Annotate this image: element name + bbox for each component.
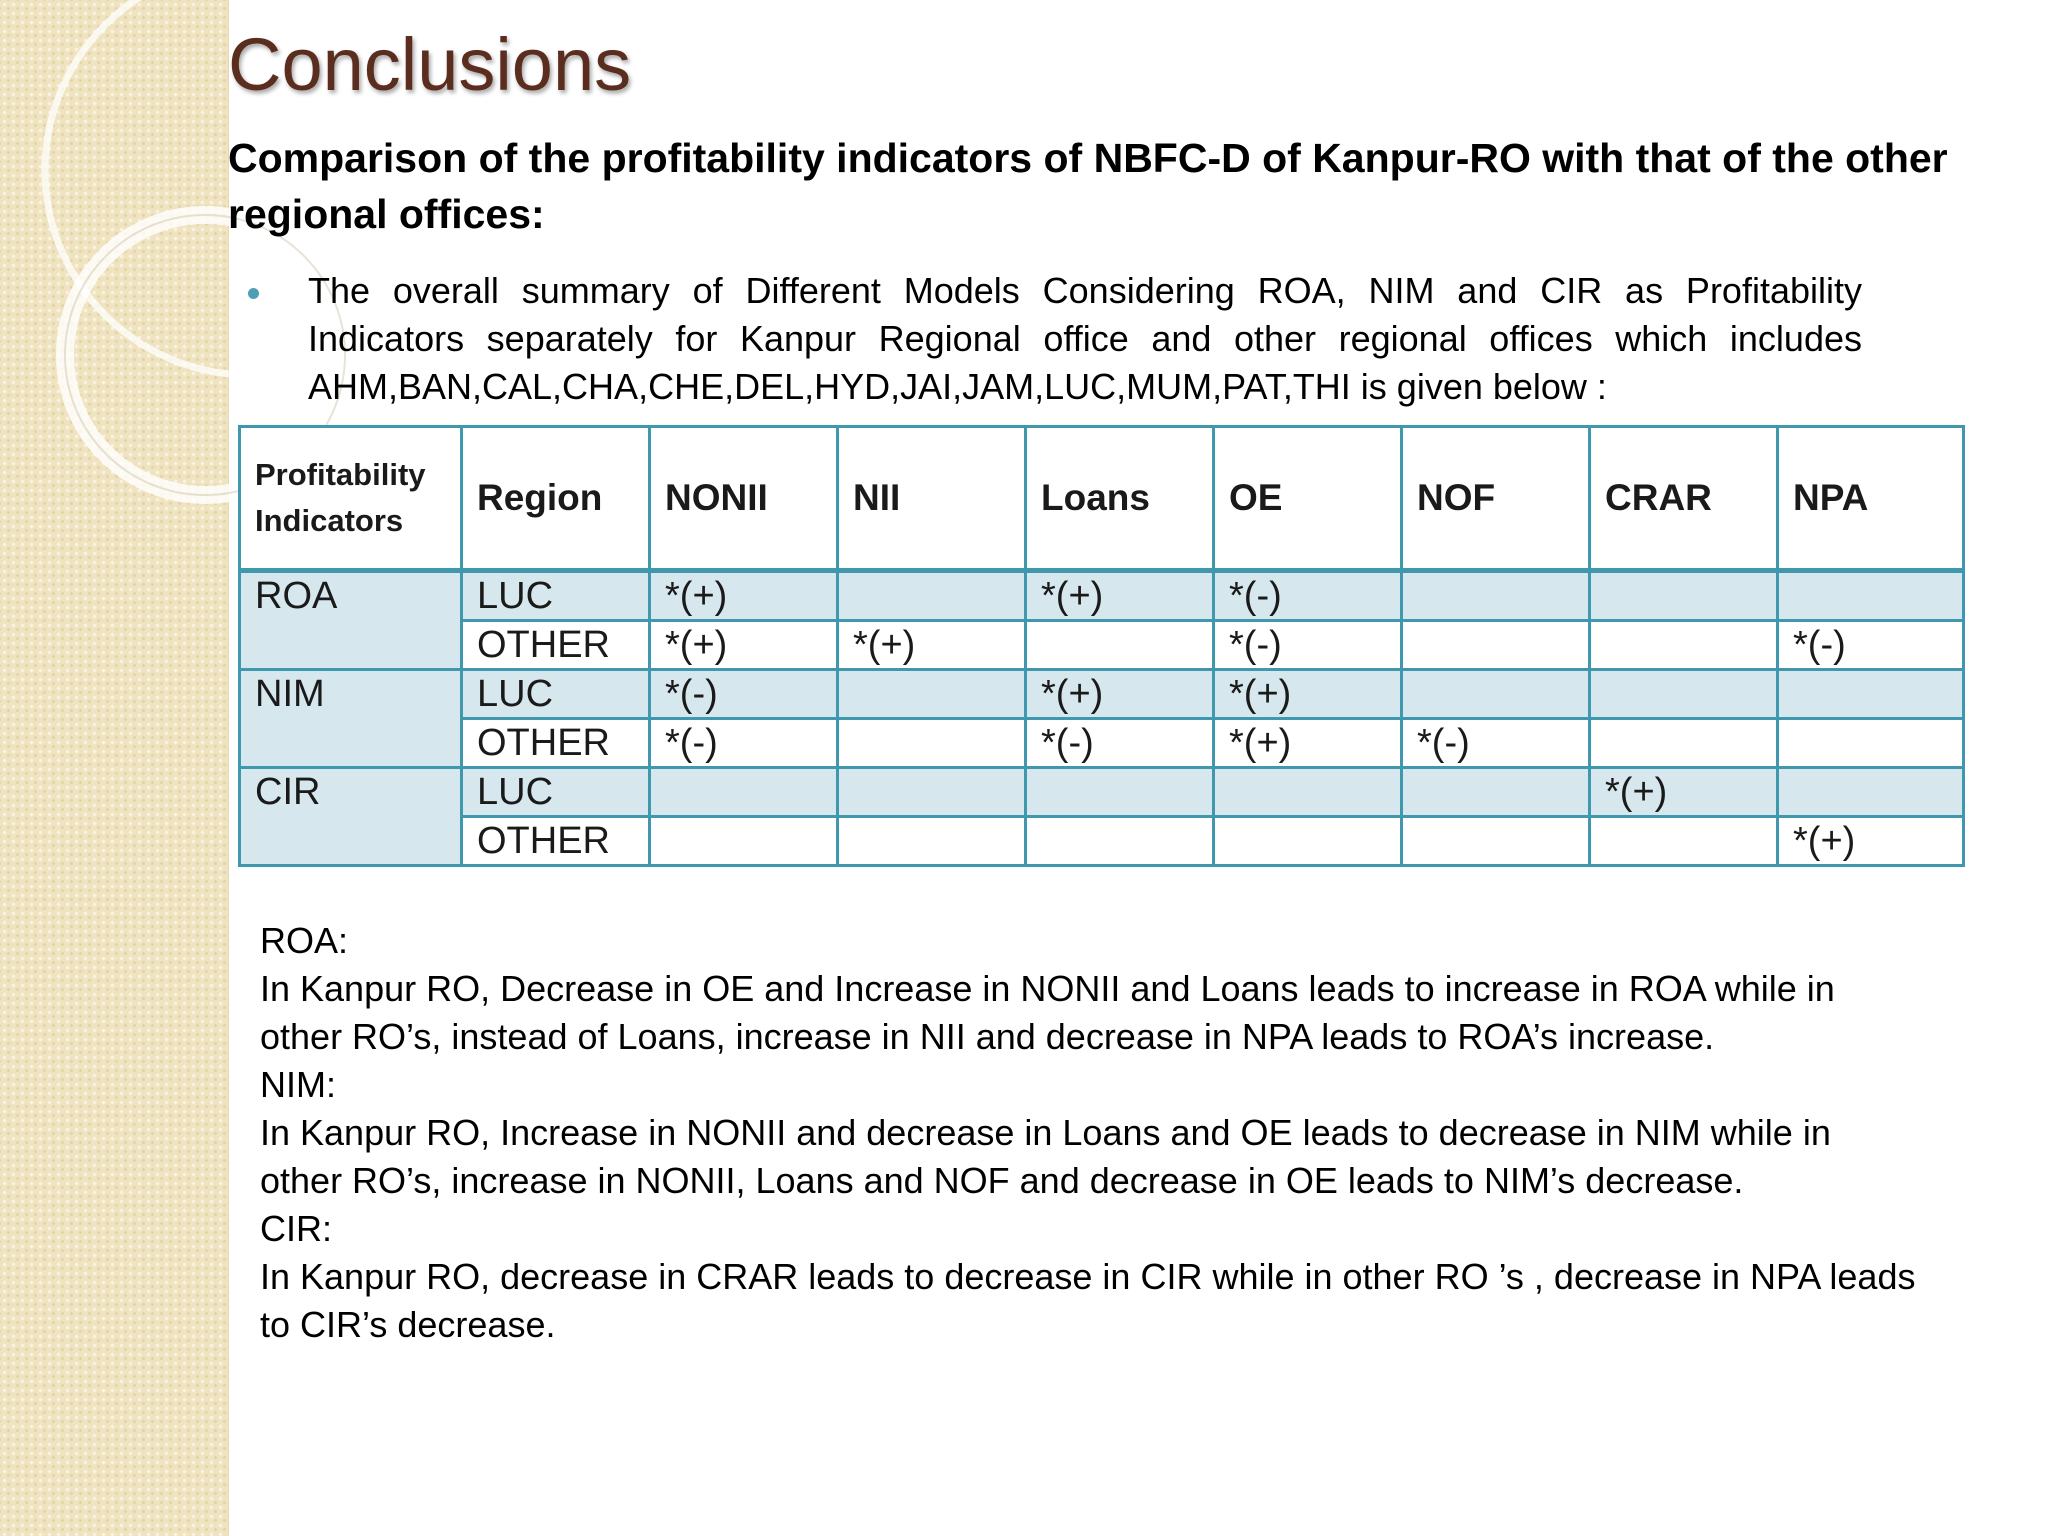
note-heading-roa: ROA:: [260, 920, 349, 961]
header-nonii: NONII: [648, 425, 839, 573]
table-cell: *(-): [1212, 569, 1403, 622]
table-cell: *(+): [1024, 668, 1215, 720]
table-cell: *(-): [1212, 619, 1403, 671]
table-cell: [1588, 569, 1779, 622]
bullet-dot-icon: [248, 288, 259, 299]
table-cell: [1776, 717, 1965, 769]
table-cell: [836, 815, 1027, 867]
table-cell: [1400, 619, 1591, 671]
table-cell: [1400, 668, 1591, 720]
note-text-nim: In Kanpur RO, Increase in NONII and decr…: [260, 1112, 1831, 1201]
table-cell: [836, 668, 1027, 720]
header-npa: NPA: [1776, 425, 1965, 573]
table-cell: *(-): [1024, 717, 1215, 769]
table-cell: [1588, 619, 1779, 671]
table-cell: [1024, 766, 1215, 818]
region-cell: LUC: [460, 668, 651, 720]
slide-title: Conclusions: [228, 23, 632, 106]
table-cell: [1400, 569, 1591, 622]
table-cell: [1400, 766, 1591, 818]
header-indicators: Profitability Indicators: [238, 425, 463, 573]
region-cell: OTHER: [460, 619, 651, 671]
header-region: Region: [460, 425, 651, 573]
conclusion-notes: ROA: In Kanpur RO, Decrease in OE and In…: [260, 917, 1920, 1349]
table-cell: *(+): [1024, 569, 1215, 622]
region-cell: LUC: [460, 766, 651, 818]
table-cell: [1024, 619, 1215, 671]
region-cell: OTHER: [460, 815, 651, 867]
table-cell: [836, 717, 1027, 769]
profitability-table: Profitability Indicators Region NONII NI…: [238, 425, 1965, 867]
table-cell: [1024, 815, 1215, 867]
header-nii: NII: [836, 425, 1027, 573]
table-cell: [1212, 766, 1403, 818]
header-loans: Loans: [1024, 425, 1215, 573]
table-cell: *(+): [1212, 668, 1403, 720]
decorative-side-stripe: [0, 0, 229, 1536]
table-cell: [1588, 668, 1779, 720]
slide-subtitle: Comparison of the profitability indicato…: [228, 135, 1948, 237]
table-cell: *(+): [1212, 717, 1403, 769]
header-oe: OE: [1212, 425, 1403, 573]
note-text-roa: In Kanpur RO, Decrease in OE and Increas…: [260, 968, 1835, 1057]
table-cell: [1776, 766, 1965, 818]
table-cell: *(-): [648, 668, 839, 720]
indicator-cell: CIR: [238, 766, 463, 867]
table-cell: [1212, 815, 1403, 867]
region-cell: OTHER: [460, 717, 651, 769]
summary-bullet: The overall summary of Different Models …: [308, 270, 1862, 407]
indicator-cell: ROA: [238, 569, 463, 671]
table-row: ROA LUC *(+) *(+) *(-): [238, 569, 1965, 671]
header-nof: NOF: [1400, 425, 1591, 573]
table-cell: *(+): [1588, 766, 1779, 818]
table-cell: *(+): [836, 619, 1027, 671]
header-crar: CRAR: [1588, 425, 1779, 573]
note-text-cir: In Kanpur RO, decrease in CRAR leads to …: [260, 1256, 1916, 1345]
table-cell: *(-): [1400, 717, 1591, 769]
table-cell: *(+): [648, 569, 839, 622]
table-row: OTHER *(-) *(-) *(+) *(-): [240, 717, 1965, 769]
table-cell: [1400, 815, 1591, 867]
table-cell: [1588, 717, 1779, 769]
table-cell: [1776, 668, 1965, 720]
table-row: OTHER *(+): [240, 815, 1965, 867]
table-row: CIR LUC *(+): [238, 766, 1965, 867]
table-cell: [1588, 815, 1779, 867]
indicator-cell: NIM: [238, 668, 463, 769]
note-heading-nim: NIM:: [260, 1064, 336, 1105]
table-cell: *(+): [648, 619, 839, 671]
table-cell: [648, 815, 839, 867]
table-cell: *(-): [648, 717, 839, 769]
table-cell: *(-): [1776, 619, 1965, 671]
table-cell: [836, 766, 1027, 818]
table-row: NIM LUC *(-) *(+) *(+): [238, 668, 1965, 769]
table-row: OTHER *(+) *(+) *(-) *(-): [240, 619, 1965, 671]
table-cell: [1776, 569, 1965, 622]
table-cell: *(+): [1776, 815, 1965, 867]
table-cell: [836, 569, 1027, 622]
region-cell: LUC: [460, 569, 651, 622]
table-header-row: Profitability Indicators Region NONII NI…: [238, 425, 1965, 573]
note-heading-cir: CIR:: [260, 1208, 332, 1249]
table-cell: [648, 766, 839, 818]
